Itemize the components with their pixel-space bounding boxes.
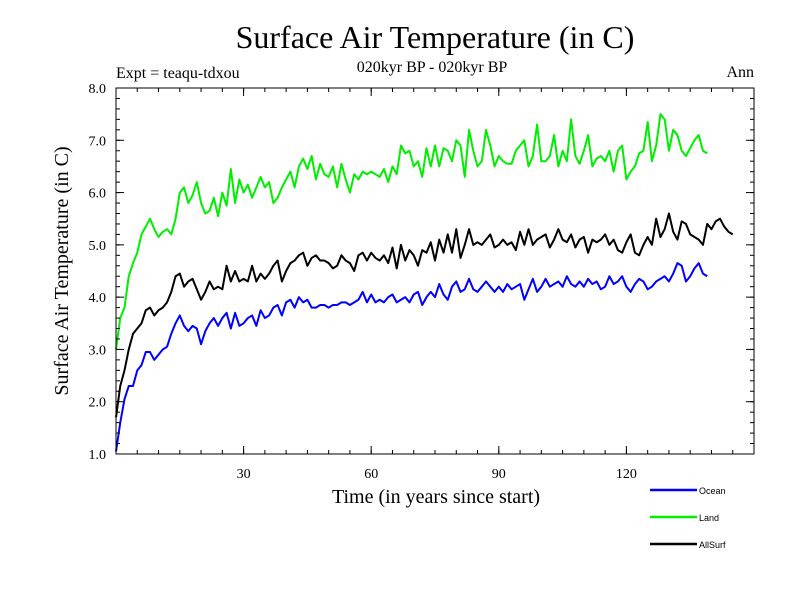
x-tick-label: 60	[364, 467, 378, 482]
series-line-land	[115, 113, 708, 350]
plot-area: 1.0 2.0 3.0 4.0 5.0 6.0 7.0 8.0 30 60 90 120	[89, 82, 755, 482]
legend-label-land: Land	[699, 513, 719, 523]
legend: Ocean Land AllSurf	[650, 486, 726, 550]
y-tick-label: 5.0	[89, 239, 107, 254]
legend-label-allsurf: AllSurf	[699, 540, 726, 550]
plot-frame	[115, 87, 755, 455]
legend-label-ocean: Ocean	[699, 486, 726, 496]
chart-title: Surface Air Temperature (in C)	[236, 19, 635, 55]
x-tick-label: 30	[237, 467, 251, 482]
y-tick-label: 8.0	[89, 82, 107, 97]
x-tick-label: 120	[616, 467, 637, 482]
chart-subtitle: 020kyr BP - 020kyr BP	[357, 59, 508, 76]
experiment-label: Expt = teaqu-tdxou	[116, 65, 240, 82]
period-label: Ann	[726, 64, 754, 81]
x-tick-label: 90	[492, 467, 506, 482]
series-line-allsurf	[115, 212, 734, 418]
y-tick-label: 3.0	[89, 343, 107, 358]
y-tick-label: 1.0	[89, 448, 107, 463]
y-tick-label: 2.0	[89, 396, 107, 411]
y-tick-label: 4.0	[89, 291, 107, 306]
series-line-ocean	[115, 262, 708, 452]
y-axis-label: Surface Air Temperature (in C)	[51, 146, 73, 395]
y-tick-label: 6.0	[89, 187, 107, 202]
y-tick-label: 7.0	[89, 134, 107, 149]
x-axis-label: Time (in years since start)	[332, 486, 540, 508]
